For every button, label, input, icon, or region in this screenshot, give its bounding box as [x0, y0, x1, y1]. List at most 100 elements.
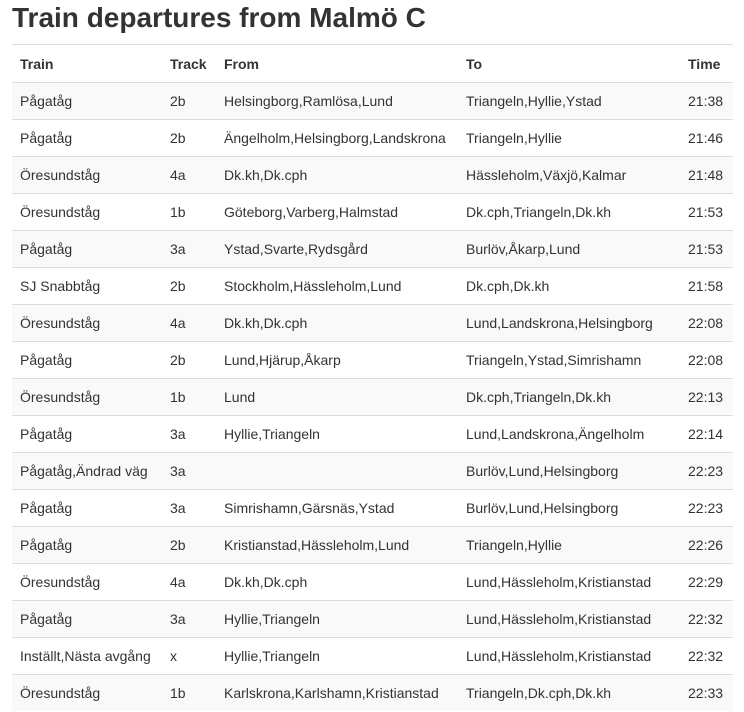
cell-to: Lund,Landskrona,Ängelholm: [458, 415, 680, 453]
cell-to: Triangeln,Hyllie,Ystad: [458, 82, 680, 120]
cell-track: 3a: [162, 230, 216, 268]
cell-to: Dk.cph,Triangeln,Dk.kh: [458, 193, 680, 231]
cell-track: 2b: [162, 119, 216, 157]
cell-from: [216, 452, 458, 490]
table-row: Pågatåg 3a Hyllie,Triangeln Lund,Hässleholm…: [12, 600, 733, 638]
departures-table: Train Track From To Time Pågatåg 2b Helsin…: [12, 44, 733, 711]
cell-from: Ystad,Svarte,Rydsgård: [216, 230, 458, 268]
cell-from: Lund: [216, 378, 458, 416]
table-row: Pågatåg 3a Simrishamn,Gärsnäs,Ystad Burlöv,…: [12, 489, 733, 527]
cell-train: Pågatåg: [12, 82, 162, 120]
cell-to: Triangeln,Dk.cph,Dk.kh: [458, 674, 680, 711]
cell-time: 22:32: [680, 637, 733, 675]
cell-to: Burlöv,Åkarp,Lund: [458, 230, 680, 268]
cell-track: 3a: [162, 415, 216, 453]
cell-time: 22:14: [680, 415, 733, 453]
table-row: Pågatåg 3a Hyllie,Triangeln Lund,Landskrona…: [12, 415, 733, 453]
cell-train: Pågatåg: [12, 119, 162, 157]
cell-track: 3a: [162, 600, 216, 638]
cell-from: Stockholm,Hässleholm,Lund: [216, 267, 458, 305]
cell-train: Pågatåg: [12, 415, 162, 453]
cell-train: Öresundståg: [12, 193, 162, 231]
cell-time: 22:26: [680, 526, 733, 564]
cell-from: Karlskrona,Karlshamn,Kristianstad: [216, 674, 458, 711]
cell-to: Lund,Landskrona,Helsingborg: [458, 304, 680, 342]
cell-to: Hässleholm,Växjö,Kalmar: [458, 156, 680, 194]
cell-train: Pågatåg: [12, 341, 162, 379]
cell-track: 1b: [162, 193, 216, 231]
cell-from: Göteborg,Varberg,Halmstad: [216, 193, 458, 231]
table-row: Pågatåg 2b Kristianstad,Hässleholm,Lund Tri…: [12, 526, 733, 564]
cell-train: Pågatåg: [12, 526, 162, 564]
cell-from: Hyllie,Triangeln: [216, 415, 458, 453]
cell-to: Triangeln,Ystad,Simrishamn: [458, 341, 680, 379]
table-row: Öresundståg 4a Dk.kh,Dk.cph Lund,Hässleholm…: [12, 563, 733, 601]
cell-from: Hyllie,Triangeln: [216, 637, 458, 675]
cell-track: 1b: [162, 378, 216, 416]
cell-track: 4a: [162, 156, 216, 194]
cell-from: Dk.kh,Dk.cph: [216, 563, 458, 601]
cell-time: 21:53: [680, 230, 733, 268]
cell-time: 22:23: [680, 452, 733, 490]
cell-time: 21:38: [680, 82, 733, 120]
cell-track: 1b: [162, 674, 216, 711]
cell-time: 22:23: [680, 489, 733, 527]
table-row: Öresundståg 4a Dk.kh,Dk.cph Lund,Landskrona…: [12, 304, 733, 342]
column-header-to: To: [458, 44, 680, 83]
table-header-row: Train Track From To Time: [12, 44, 733, 83]
cell-from: Dk.kh,Dk.cph: [216, 156, 458, 194]
cell-track: 3a: [162, 452, 216, 490]
cell-time: 21:48: [680, 156, 733, 194]
cell-train: Pågatåg: [12, 230, 162, 268]
cell-train: Öresundståg: [12, 304, 162, 342]
cell-track: x: [162, 637, 216, 675]
cell-to: Triangeln,Hyllie: [458, 119, 680, 157]
cell-train: Pågatåg: [12, 600, 162, 638]
cell-from: Ängelholm,Helsingborg,Landskrona: [216, 119, 458, 157]
cell-time: 22:29: [680, 563, 733, 601]
cell-to: Burlöv,Lund,Helsingborg: [458, 489, 680, 527]
cell-time: 22:08: [680, 341, 733, 379]
cell-track: 4a: [162, 304, 216, 342]
cell-train: Inställt,Nästa avgång: [12, 637, 162, 675]
cell-to: Lund,Hässleholm,Kristianstad: [458, 600, 680, 638]
column-header-train: Train: [12, 44, 162, 83]
table-row: Öresundståg 1b Göteborg,Varberg,Halmstad Dk…: [12, 193, 733, 231]
table-row: SJ Snabbtåg 2b Stockholm,Hässleholm,Lund Dk…: [12, 267, 733, 305]
table-row: Pågatåg 2b Lund,Hjärup,Åkarp Triangeln,Ysta…: [12, 341, 733, 379]
table-row: Öresundståg 1b Lund Dk.cph,Triangeln,Dk.kh 2…: [12, 378, 733, 416]
cell-to: Dk.cph,Triangeln,Dk.kh: [458, 378, 680, 416]
cell-time: 22:32: [680, 600, 733, 638]
cell-train: Öresundståg: [12, 674, 162, 711]
cell-to: Dk.cph,Dk.kh: [458, 267, 680, 305]
cell-from: Simrishamn,Gärsnäs,Ystad: [216, 489, 458, 527]
table-row: Öresundståg 1b Karlskrona,Karlshamn,Kristi…: [12, 674, 733, 711]
cell-time: 21:58: [680, 267, 733, 305]
cell-from: Kristianstad,Hässleholm,Lund: [216, 526, 458, 564]
cell-train: Pågatåg,Ändrad väg: [12, 452, 162, 490]
cell-time: 21:46: [680, 119, 733, 157]
column-header-track: Track: [162, 44, 216, 83]
column-header-time: Time: [680, 44, 733, 83]
cell-to: Triangeln,Hyllie: [458, 526, 680, 564]
table-row: Pågatåg 2b Ängelholm,Helsingborg,Landskron…: [12, 119, 733, 157]
cell-to: Burlöv,Lund,Helsingborg: [458, 452, 680, 490]
cell-track: 2b: [162, 341, 216, 379]
cell-track: 4a: [162, 563, 216, 601]
cell-track: 2b: [162, 82, 216, 120]
cell-to: Lund,Hässleholm,Kristianstad: [458, 563, 680, 601]
cell-track: 3a: [162, 489, 216, 527]
cell-from: Helsingborg,Ramlösa,Lund: [216, 82, 458, 120]
column-header-from: From: [216, 44, 458, 83]
page-title: Train departures from Malmö C: [12, 2, 426, 33]
cell-train: Pågatåg: [12, 489, 162, 527]
cell-time: 22:13: [680, 378, 733, 416]
cell-from: Hyllie,Triangeln: [216, 600, 458, 638]
cell-train: Öresundståg: [12, 563, 162, 601]
cell-train: Öresundståg: [12, 378, 162, 416]
table-row: Pågatåg,Ändrad väg 3a Burlöv,Lund,Helsingb…: [12, 452, 733, 490]
cell-from: Lund,Hjärup,Åkarp: [216, 341, 458, 379]
cell-from: Dk.kh,Dk.cph: [216, 304, 458, 342]
cell-train: SJ Snabbtåg: [12, 267, 162, 305]
table-row: Öresundståg 4a Dk.kh,Dk.cph Hässleholm,Växj…: [12, 156, 733, 194]
